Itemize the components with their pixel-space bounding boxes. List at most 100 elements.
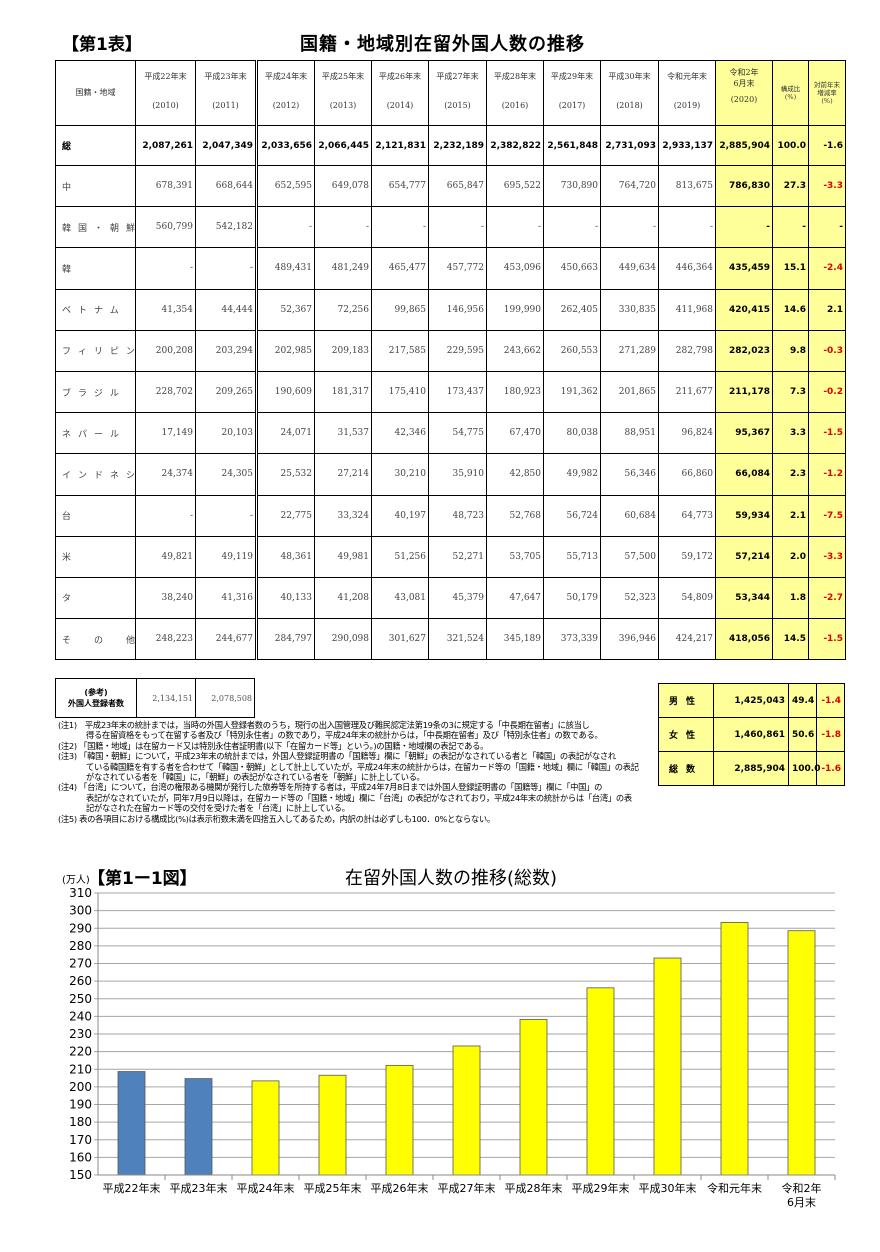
cell-value: 457,772: [428, 247, 487, 290]
x-tick-label: 令和2年: [782, 1181, 822, 1195]
cell-value: 481,249: [314, 247, 372, 290]
bar: [720, 922, 749, 1176]
cell-change: -2.7: [808, 576, 846, 620]
note-text: 記がなされた在留カード等の交付を受けた者を「台湾」に計上している。: [86, 803, 350, 814]
header-era: 平成24年末: [264, 72, 308, 81]
x-tick-label: 平成30年末: [639, 1181, 697, 1195]
cell-value: 25,532: [257, 453, 315, 496]
cell-value: 695,522: [486, 164, 544, 208]
sex-value: 2,885,904: [713, 751, 789, 786]
sex-value: 1,460,861: [713, 717, 789, 752]
y-tick-label: 150: [69, 1168, 92, 1182]
cell-value: 22,775: [257, 494, 315, 537]
cell-value: 54,809: [658, 576, 716, 620]
cell-value: 72,256: [314, 288, 372, 331]
note-text: (注3) 「韓国・朝鮮」について，平成23年末の統計までは，外国人登録証明書の「…: [58, 751, 616, 762]
sex-row: 総数 2,885,904 100.0 -1.6: [658, 751, 845, 786]
note-text: 表記がなされていたが，同年7月9日以降は，在留カード等の「国籍・地域」欄に「台湾…: [86, 792, 632, 803]
cell-value: 24,305: [195, 453, 256, 496]
y-tick-label: 210: [69, 1062, 92, 1076]
cell-value: 321,524: [428, 618, 487, 661]
cell-value: 41,354: [135, 288, 196, 331]
cell-change: -1.5: [808, 618, 846, 661]
table-row: 総 数2,087,2612,047,3492,033,6562,066,4452…: [55, 125, 846, 166]
chart-title: 在留外国人数の推移(総数): [345, 868, 558, 889]
reference-value-2011: 2,078,508: [195, 678, 255, 718]
header-col-4: 平成26年末 (2014): [371, 60, 429, 126]
header-col-2: 平成24年末 (2012): [257, 60, 315, 126]
row-label: 米 国: [55, 535, 136, 578]
row-label: インドネシア: [55, 453, 136, 496]
header-era: 平成29年末: [550, 72, 594, 81]
table-row: 中 国678,391668,644652,595649,078654,77766…: [55, 164, 846, 208]
cell-value: 59,172: [658, 535, 716, 578]
y-tick-label: 280: [69, 939, 92, 953]
bar: [787, 930, 816, 1176]
table-row: 韓国・朝鮮 560,799 542,182- - - - - - - - - - -: [55, 206, 846, 249]
cell-value: 95,367: [715, 412, 773, 455]
cell-value: 373,339: [543, 618, 601, 661]
y-tick-label: 310: [69, 886, 92, 900]
cell-value: 49,981: [314, 535, 372, 578]
cell-value: 262,405: [543, 288, 601, 331]
bar: [117, 1071, 146, 1176]
x-tick-label: 平成23年末: [170, 1181, 228, 1195]
bar: [251, 1080, 280, 1176]
cell-value: 199,990: [486, 288, 544, 331]
cell-value: 38,240: [135, 576, 196, 620]
header-era: 平成28年末: [493, 72, 537, 81]
sex-row: 女性 1,460,861 50.6 -1.8: [658, 717, 845, 752]
note-text: (注4) 「台湾」について，台湾の権限ある機関が発行した旅券等を所持する者は，平…: [58, 782, 603, 793]
cell-value: 453,096: [486, 247, 544, 290]
header-era: 平成23年末: [204, 72, 247, 81]
cell-value: 301,627: [371, 618, 429, 661]
note-2: (注2) 「国籍・地域」は在留カード又は特別永住者証明書(以下「在留カード等」と…: [58, 741, 650, 751]
cell-value: 2,047,349: [195, 125, 256, 166]
note-text: ている韓国籍を有する者を合わせて「韓国・朝鮮」として計上していたが，平成24年末…: [86, 761, 639, 772]
note-text: がなされている者を「韓国」に，「朝鮮」の表記がなされている者を「朝鮮」に計上して…: [86, 772, 425, 783]
header-era: 平成27年末: [436, 72, 479, 81]
cell-value: -: [314, 206, 372, 249]
cell-ratio: 27.3: [772, 164, 809, 208]
cell-value: 48,723: [428, 494, 487, 537]
table-row: タ イ38,24041,31640,13341,20843,08145,3794…: [55, 576, 846, 620]
y-tick-label: 240: [69, 1009, 92, 1023]
header-year: (2017): [558, 101, 586, 110]
x-tick-label: 平成27年末: [438, 1181, 496, 1195]
cell-value: 284,797: [257, 618, 315, 661]
cell-value: -: [195, 494, 256, 537]
cell-change: -: [808, 206, 846, 249]
cell-value: 424,217: [658, 618, 716, 661]
header-year: (2020): [730, 95, 758, 104]
header-year: (2016): [501, 101, 529, 110]
header-era: 平成30年末: [608, 72, 651, 81]
table-row: ベトナム 41,354 44,444 52,367 72,256 99,865 146,95…: [55, 288, 846, 331]
header-year: (2013): [329, 101, 357, 110]
table-label: 【第1表】: [62, 35, 142, 55]
cell-value: 42,346: [371, 412, 429, 455]
cell-value: 665,847: [428, 164, 487, 208]
cell-value: 411,968: [658, 288, 716, 331]
cell-change: -3.3: [808, 164, 846, 208]
cell-value: 56,724: [543, 494, 601, 537]
notes: (注1) 平成23年末の統計までは，当時の外国人登録者数のうち，現行の出入国管理…: [58, 720, 845, 824]
header-nationality: 国籍・地域: [55, 60, 136, 126]
cell-value: 66,084: [715, 453, 773, 496]
cell-value: 27,214: [314, 453, 372, 496]
table-row: そ の 他 248,223 244,677 284,797 290,098 301,627…: [55, 618, 846, 661]
chart-unit: (万人): [62, 875, 90, 886]
header-year: (2014): [386, 101, 414, 110]
header-col-10: 令和2年 6月末 (2020): [715, 60, 773, 126]
cell-ratio: -: [772, 206, 809, 249]
cell-value: 560,799: [135, 206, 196, 249]
header-col-9: 令和元年末 (2019): [658, 60, 716, 126]
bar: [653, 957, 682, 1176]
table-title: 国籍・地域別在留外国人数の推移: [300, 34, 585, 55]
sex-change: -1.8: [816, 717, 845, 752]
header-era: 平成25年末: [321, 72, 365, 81]
cell-value: 31,537: [314, 412, 372, 455]
cell-value: 446,364: [658, 247, 716, 290]
cell-value: 649,078: [314, 164, 372, 208]
cell-value: 813,675: [658, 164, 716, 208]
